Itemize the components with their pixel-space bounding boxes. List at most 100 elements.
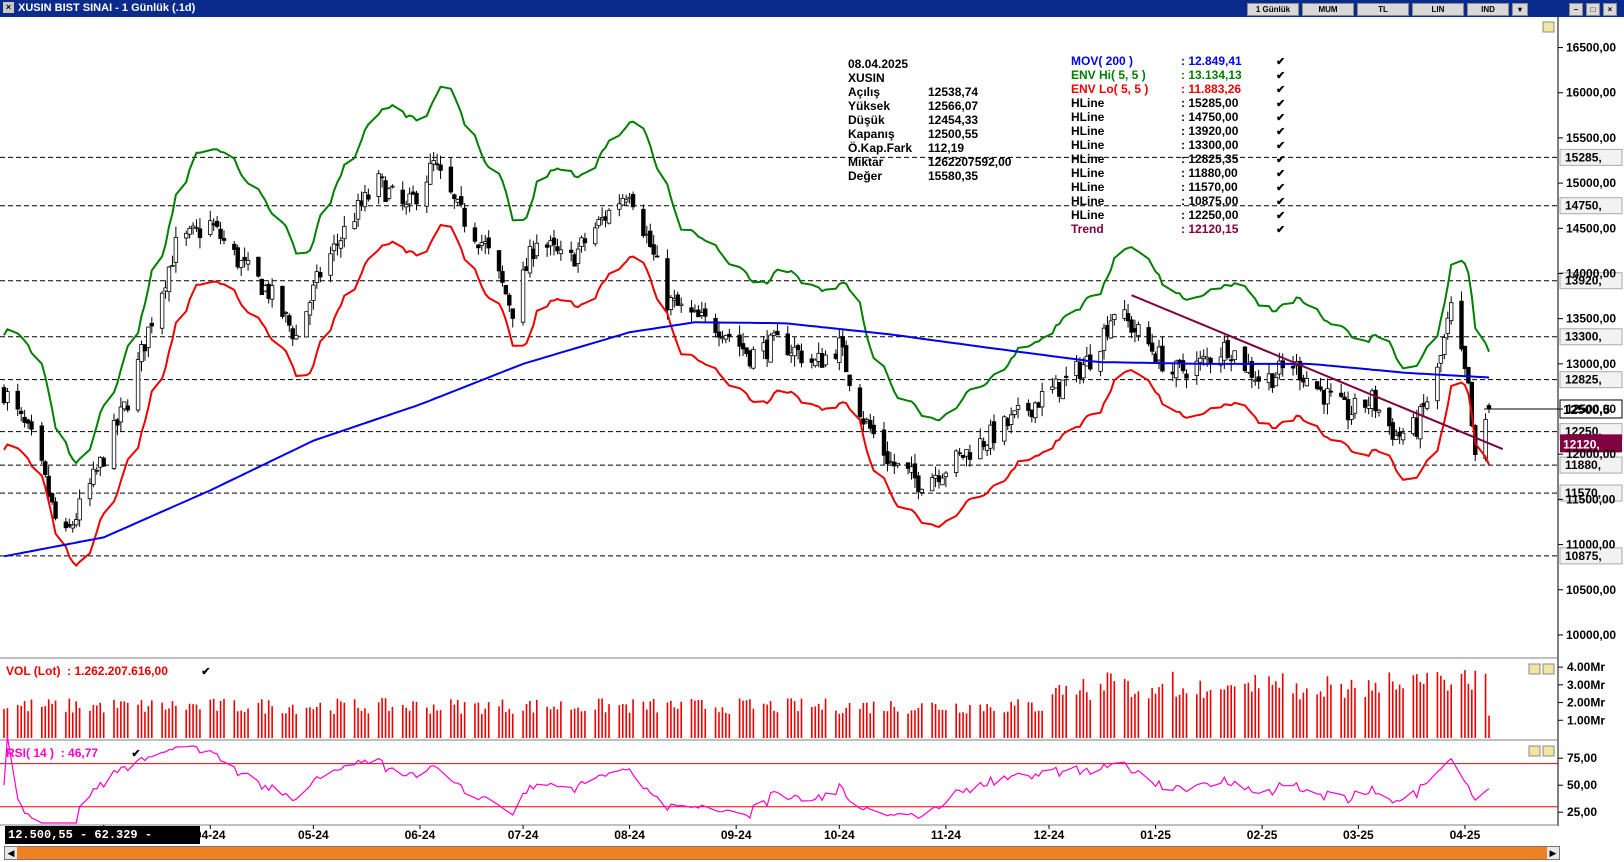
indicator-name: ENV Hi( 5, 5 ): [1071, 68, 1146, 82]
indicator-row: HLine: 14750,00 ✔: [1071, 110, 1285, 124]
candle-body: [967, 452, 973, 460]
hline-label-box: [1559, 456, 1623, 474]
candle-body: [1136, 324, 1141, 336]
y-tick-label: 11500,00: [1566, 492, 1616, 506]
candle-body: [575, 248, 581, 265]
scroll-right-icon[interactable]: ▶: [1547, 847, 1559, 859]
candle-body: [527, 245, 533, 274]
scroll-left-icon[interactable]: ◀: [5, 847, 17, 859]
ohlc-key: Yüksek: [848, 99, 891, 113]
minimize-icon[interactable]: –: [1569, 3, 1583, 16]
volume-tick-label: 4.00Mr: [1567, 660, 1605, 674]
candle-body: [1418, 406, 1423, 440]
candle-body: [1081, 364, 1086, 379]
indicator-name: HLine: [1071, 194, 1105, 208]
candle-body: [214, 220, 220, 227]
check-icon[interactable]: ✔: [1276, 140, 1286, 152]
candle-body: [1256, 376, 1261, 382]
candle-body: [472, 227, 478, 242]
rsi-tick-label: 75,00: [1567, 751, 1597, 765]
candle-body: [1273, 376, 1279, 387]
horizontal-scrollbar[interactable]: ◀ ▶: [4, 846, 1560, 860]
check-icon[interactable]: ✔: [1276, 210, 1286, 222]
candle-body: [916, 475, 921, 493]
candle-body: [197, 228, 203, 239]
candle-body: [1184, 373, 1189, 379]
candle-body: [582, 238, 588, 244]
check-icon[interactable]: ✔: [1276, 56, 1286, 68]
candle-body: [716, 331, 722, 338]
candle-body: [187, 227, 192, 235]
y-tick-label: 10500,00: [1566, 583, 1616, 597]
hline-label-box: [1559, 484, 1623, 502]
volume-tick-label: 2.00Mr: [1567, 696, 1605, 710]
rsi-check-icon[interactable]: ✔: [131, 748, 141, 760]
candle-body: [434, 163, 440, 166]
check-icon[interactable]: ✔: [1276, 168, 1286, 180]
ohlc-row: Düşük 12454,33: [848, 113, 1011, 127]
close-icon[interactable]: ×: [3, 2, 14, 13]
check-icon[interactable]: ✔: [1276, 98, 1286, 110]
candle-body: [678, 303, 684, 306]
candle-body: [837, 337, 842, 363]
candle-body: [403, 203, 409, 208]
candle-body: [232, 243, 237, 250]
candle-body: [1373, 389, 1378, 412]
candle-body: [813, 359, 818, 367]
indicator-value: : 12825,35: [1181, 152, 1239, 166]
indicator-button[interactable]: IND: [1467, 3, 1509, 16]
candle-body: [568, 249, 574, 253]
candle-body: [414, 192, 419, 205]
candle-body: [318, 272, 323, 278]
maximize-icon[interactable]: □: [1586, 3, 1600, 16]
currency-button[interactable]: TL: [1357, 3, 1409, 16]
candle-body: [166, 266, 172, 293]
ohlc-value: 112,19: [928, 141, 965, 155]
ohlc-value: 12566,07: [928, 99, 979, 113]
candle-body: [1146, 327, 1151, 345]
candle-body: [479, 242, 485, 246]
check-icon[interactable]: ✔: [1276, 112, 1286, 124]
check-icon[interactable]: ✔: [1276, 70, 1286, 82]
volume-check-icon[interactable]: ✔: [201, 666, 211, 678]
candle-body: [428, 162, 433, 185]
window-close-icon[interactable]: ×: [1603, 3, 1617, 16]
candle-body: [400, 189, 405, 205]
candle-body: [1060, 379, 1065, 400]
check-icon[interactable]: ✔: [1276, 84, 1286, 96]
scale-button[interactable]: LIN: [1412, 3, 1464, 16]
candle-body: [1448, 302, 1454, 322]
ohlc-key: Kapanış: [848, 127, 895, 141]
check-icon[interactable]: ✔: [1276, 224, 1286, 236]
candle-button[interactable]: MUM: [1302, 3, 1354, 16]
ohlc-value: 12454,33: [928, 113, 979, 127]
candle-body: [641, 208, 646, 237]
candle-body: [1125, 313, 1131, 322]
check-icon[interactable]: ✔: [1276, 196, 1286, 208]
ohlc-row: Yüksek 12566,07: [848, 99, 1011, 113]
last-price-label: 12500,5: [1563, 402, 1610, 417]
candle-body: [847, 374, 852, 387]
candle-body: [871, 424, 876, 435]
indicator-row: HLine: 12250,00 ✔: [1071, 208, 1285, 222]
x-tick-label: 03-25: [1343, 828, 1374, 842]
ohlc-value: 12500,55: [928, 127, 979, 141]
check-icon[interactable]: ✔: [1276, 154, 1286, 166]
check-icon[interactable]: ✔: [1276, 182, 1286, 194]
period-button[interactable]: 1 Günlük: [1247, 3, 1299, 16]
settings-icon[interactable]: ▾: [1512, 3, 1528, 16]
candle-body: [496, 250, 502, 272]
indicator-legend: MOV( 200 ): 12.849,41 ✔ ENV Hi( 5, 5 ): 13…: [1071, 54, 1285, 236]
candle-body: [919, 488, 925, 493]
y-tick-label: 12500,00: [1566, 402, 1616, 416]
check-icon[interactable]: ✔: [1276, 126, 1286, 138]
candle-body: [293, 335, 299, 340]
candle-body: [1459, 300, 1464, 350]
candle-body: [981, 441, 986, 448]
candle-body: [115, 419, 120, 426]
candle-body: [1033, 402, 1038, 419]
candle-body: [1012, 410, 1017, 415]
candle-body: [1438, 355, 1444, 364]
candle-body: [307, 302, 313, 316]
price-chart[interactable]: 15285, 14750, 13920, 13300, 12825, 11880, 1157…: [0, 17, 1624, 845]
